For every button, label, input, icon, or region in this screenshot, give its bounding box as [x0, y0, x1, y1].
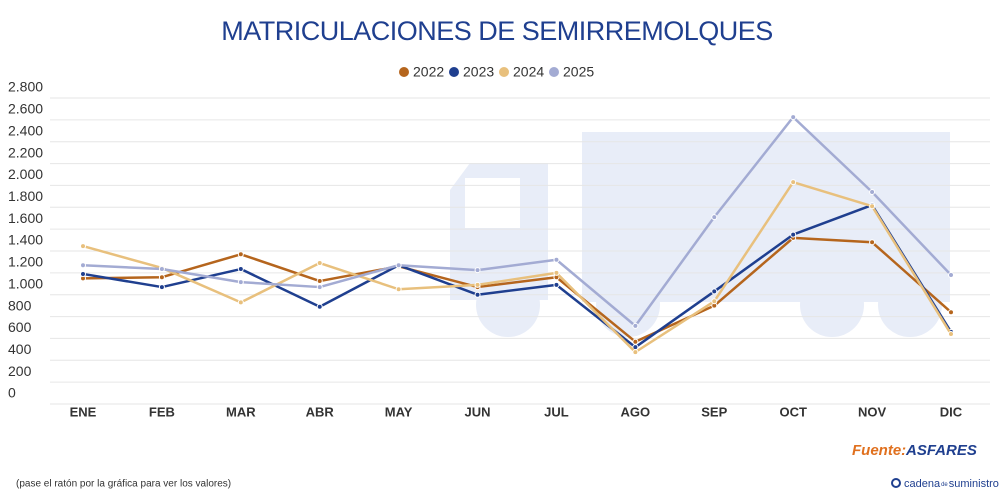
y-tick-label: 1.800 [8, 188, 43, 204]
y-tick-label: 1.200 [8, 254, 43, 270]
data-point [711, 298, 718, 305]
x-tick-label: JUL [544, 404, 569, 419]
y-tick-label: 2.200 [8, 144, 43, 160]
x-tick-label: FEB [149, 404, 175, 419]
data-point [237, 266, 244, 273]
x-tick-label: NOV [858, 404, 887, 419]
y-tick-label: 2.800 [8, 79, 43, 95]
legend-marker [499, 67, 509, 77]
x-tick-label: SEP [701, 404, 727, 419]
data-point [790, 231, 797, 238]
x-tick-label: DIC [940, 404, 963, 419]
y-tick-label: 1.600 [8, 210, 43, 226]
data-point [553, 256, 560, 263]
data-point [80, 270, 86, 277]
source-label: Fuente: [852, 442, 906, 459]
brand: cadenadesuministro [904, 478, 999, 490]
data-point [869, 188, 876, 195]
data-point [80, 243, 86, 250]
series-line [82, 236, 952, 343]
series-line [82, 115, 952, 328]
data-point [80, 262, 86, 269]
background-truck [450, 132, 950, 337]
series-line [82, 180, 953, 354]
legend-label: 2022 [413, 64, 444, 80]
data-point [316, 284, 323, 291]
data-point [869, 239, 876, 246]
legend-label: 2024 [513, 64, 544, 80]
series-line [82, 203, 953, 349]
data-point [948, 309, 954, 316]
brand-word: suministro [949, 478, 999, 490]
chart-title: MATRICULACIONES DE SEMIRREMOLQUES [221, 16, 773, 46]
data-point [948, 272, 954, 279]
data-point [395, 262, 402, 269]
legend-marker [549, 67, 559, 77]
brand-word: de [941, 482, 948, 488]
legend-marker [399, 67, 409, 77]
data-point [395, 286, 402, 293]
footnote: (pase el ratón por la gráfica para ver l… [16, 479, 231, 490]
data-point [632, 338, 639, 345]
data-point [237, 299, 244, 306]
x-tick-label: ENE [70, 404, 97, 419]
data-point [474, 291, 481, 298]
y-tick-label: 2.600 [8, 101, 43, 117]
data-point [632, 322, 639, 329]
data-point [869, 203, 876, 210]
data-point [158, 274, 165, 281]
data-point [316, 278, 323, 285]
x-tick-label: JUN [465, 404, 491, 419]
data-point [158, 266, 165, 273]
data-point [237, 251, 244, 258]
data-point [316, 260, 323, 267]
data-point [790, 179, 797, 186]
y-tick-label: 1.000 [8, 275, 43, 291]
data-point [553, 281, 560, 288]
legend-label: 2023 [463, 64, 494, 80]
legend: 2022 2023 2024 2025 [399, 64, 594, 80]
y-tick-label: 1.400 [8, 232, 43, 248]
data-point [316, 303, 323, 310]
y-tick-label: 2.400 [8, 122, 43, 138]
y-tick-label: 0 [8, 385, 16, 401]
y-tick-label: 200 [8, 363, 32, 379]
x-tick-label: ABR [306, 404, 335, 419]
data-point [474, 281, 481, 288]
data-point [711, 288, 718, 295]
data-point [553, 269, 560, 276]
y-tick-label: 800 [8, 297, 32, 313]
data-point [474, 267, 481, 274]
y-tick-label: 600 [8, 319, 32, 335]
x-tick-label: OCT [779, 404, 807, 419]
data-point [632, 349, 639, 356]
data-point [790, 114, 797, 121]
legend-label: 2025 [563, 64, 594, 80]
brand-icon [891, 478, 901, 488]
x-tick-label: MAR [226, 404, 256, 419]
legend-marker [449, 67, 459, 77]
source-name: ASFARES [905, 442, 977, 459]
data-point [237, 279, 244, 286]
data-point [711, 214, 718, 221]
data-point [158, 284, 165, 291]
y-tick-label: 2.000 [8, 166, 43, 182]
x-tick-label: AGO [621, 404, 651, 419]
y-tick-label: 400 [8, 341, 32, 357]
x-tick-label: MAY [385, 404, 413, 419]
data-point [948, 331, 954, 338]
brand-word: cadena [904, 478, 941, 490]
